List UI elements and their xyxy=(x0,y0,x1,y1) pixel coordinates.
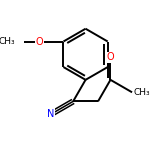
Text: CH₃: CH₃ xyxy=(0,37,16,46)
Text: N: N xyxy=(47,109,54,119)
Text: O: O xyxy=(36,36,44,47)
Text: O: O xyxy=(107,52,114,62)
Text: CH₃: CH₃ xyxy=(134,88,151,97)
